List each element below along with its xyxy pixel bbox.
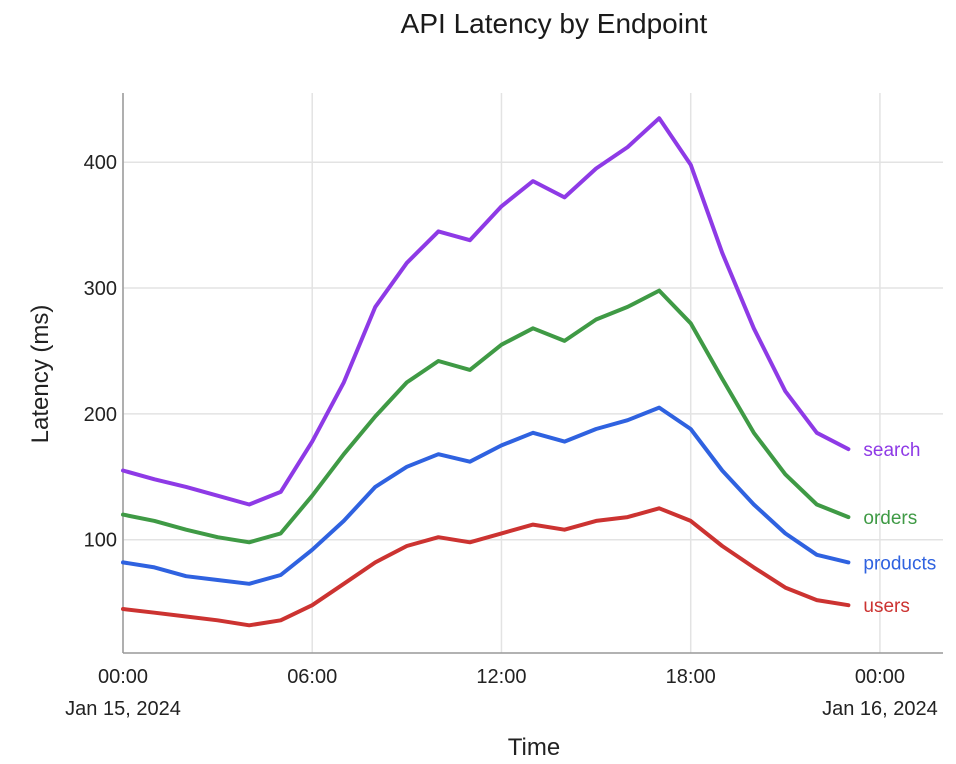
series-line-users [121, 506, 851, 628]
axes: 100 200 300 400 00:00 Jan 15, 2024 06:00 12:00 1… [65, 93, 943, 720]
series-label-orders: orders [863, 508, 917, 529]
x-tick-label: 18:00 [666, 666, 716, 688]
series-label-products: products [863, 553, 936, 574]
series-line-orders [121, 288, 851, 545]
series-lines [121, 116, 851, 628]
x-tick-date-label: Jan 16, 2024 [822, 698, 938, 720]
x-axis-title: Time [508, 734, 560, 761]
x-tick-label: 00:00 [98, 666, 148, 688]
chart-title: API Latency by Endpoint [401, 8, 708, 39]
y-tick-label: 100 [84, 530, 117, 552]
x-tick-label: 00:00 [855, 666, 905, 688]
series-label-search: search [863, 440, 920, 461]
x-tick-label: 12:00 [476, 666, 526, 688]
y-tick-label: 400 [84, 152, 117, 174]
x-tick-date-label: Jan 15, 2024 [65, 698, 181, 720]
y-axis-title: Latency (ms) [27, 305, 54, 444]
series-label-users: users [863, 596, 909, 617]
series-line-search [121, 116, 851, 507]
series-labels: search orders products users [863, 440, 936, 617]
y-tick-label: 300 [84, 278, 117, 300]
grid [122, 93, 943, 653]
series-line-products [121, 405, 851, 586]
y-tick-label: 200 [84, 404, 117, 426]
x-tick-label: 06:00 [287, 666, 337, 688]
